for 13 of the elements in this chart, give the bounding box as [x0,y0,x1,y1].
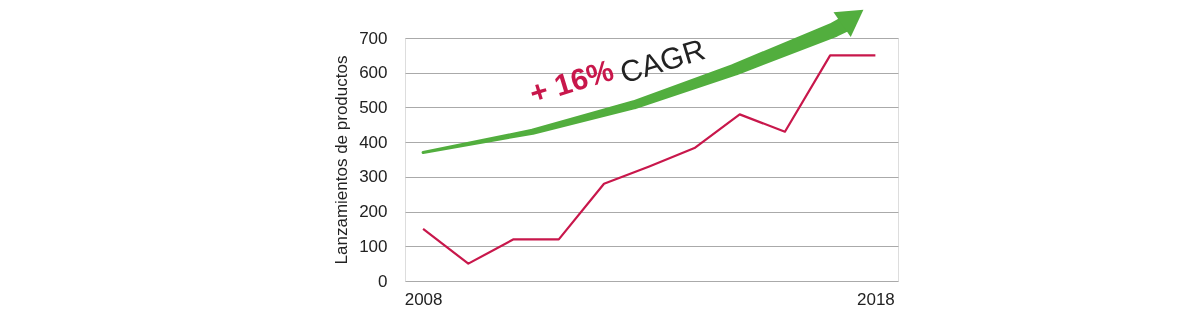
y-tick-label: 400 [359,132,388,152]
x-tick-label: 2008 [404,289,443,309]
y-axis-title: Lanzamientos de productos [332,55,352,265]
y-tick-label: 300 [359,167,388,187]
y-tick-label: 700 [359,28,388,48]
y-tick-label: 200 [359,202,388,222]
y-tick-label: 100 [359,236,388,256]
y-tick-label: 500 [359,97,388,117]
y-tick-label: 0 [378,271,388,291]
y-tick-label: 600 [359,63,388,83]
x-tick-label: 2018 [856,289,895,309]
annotation: + 16% [525,53,618,110]
annotation: CAGR [616,32,709,90]
